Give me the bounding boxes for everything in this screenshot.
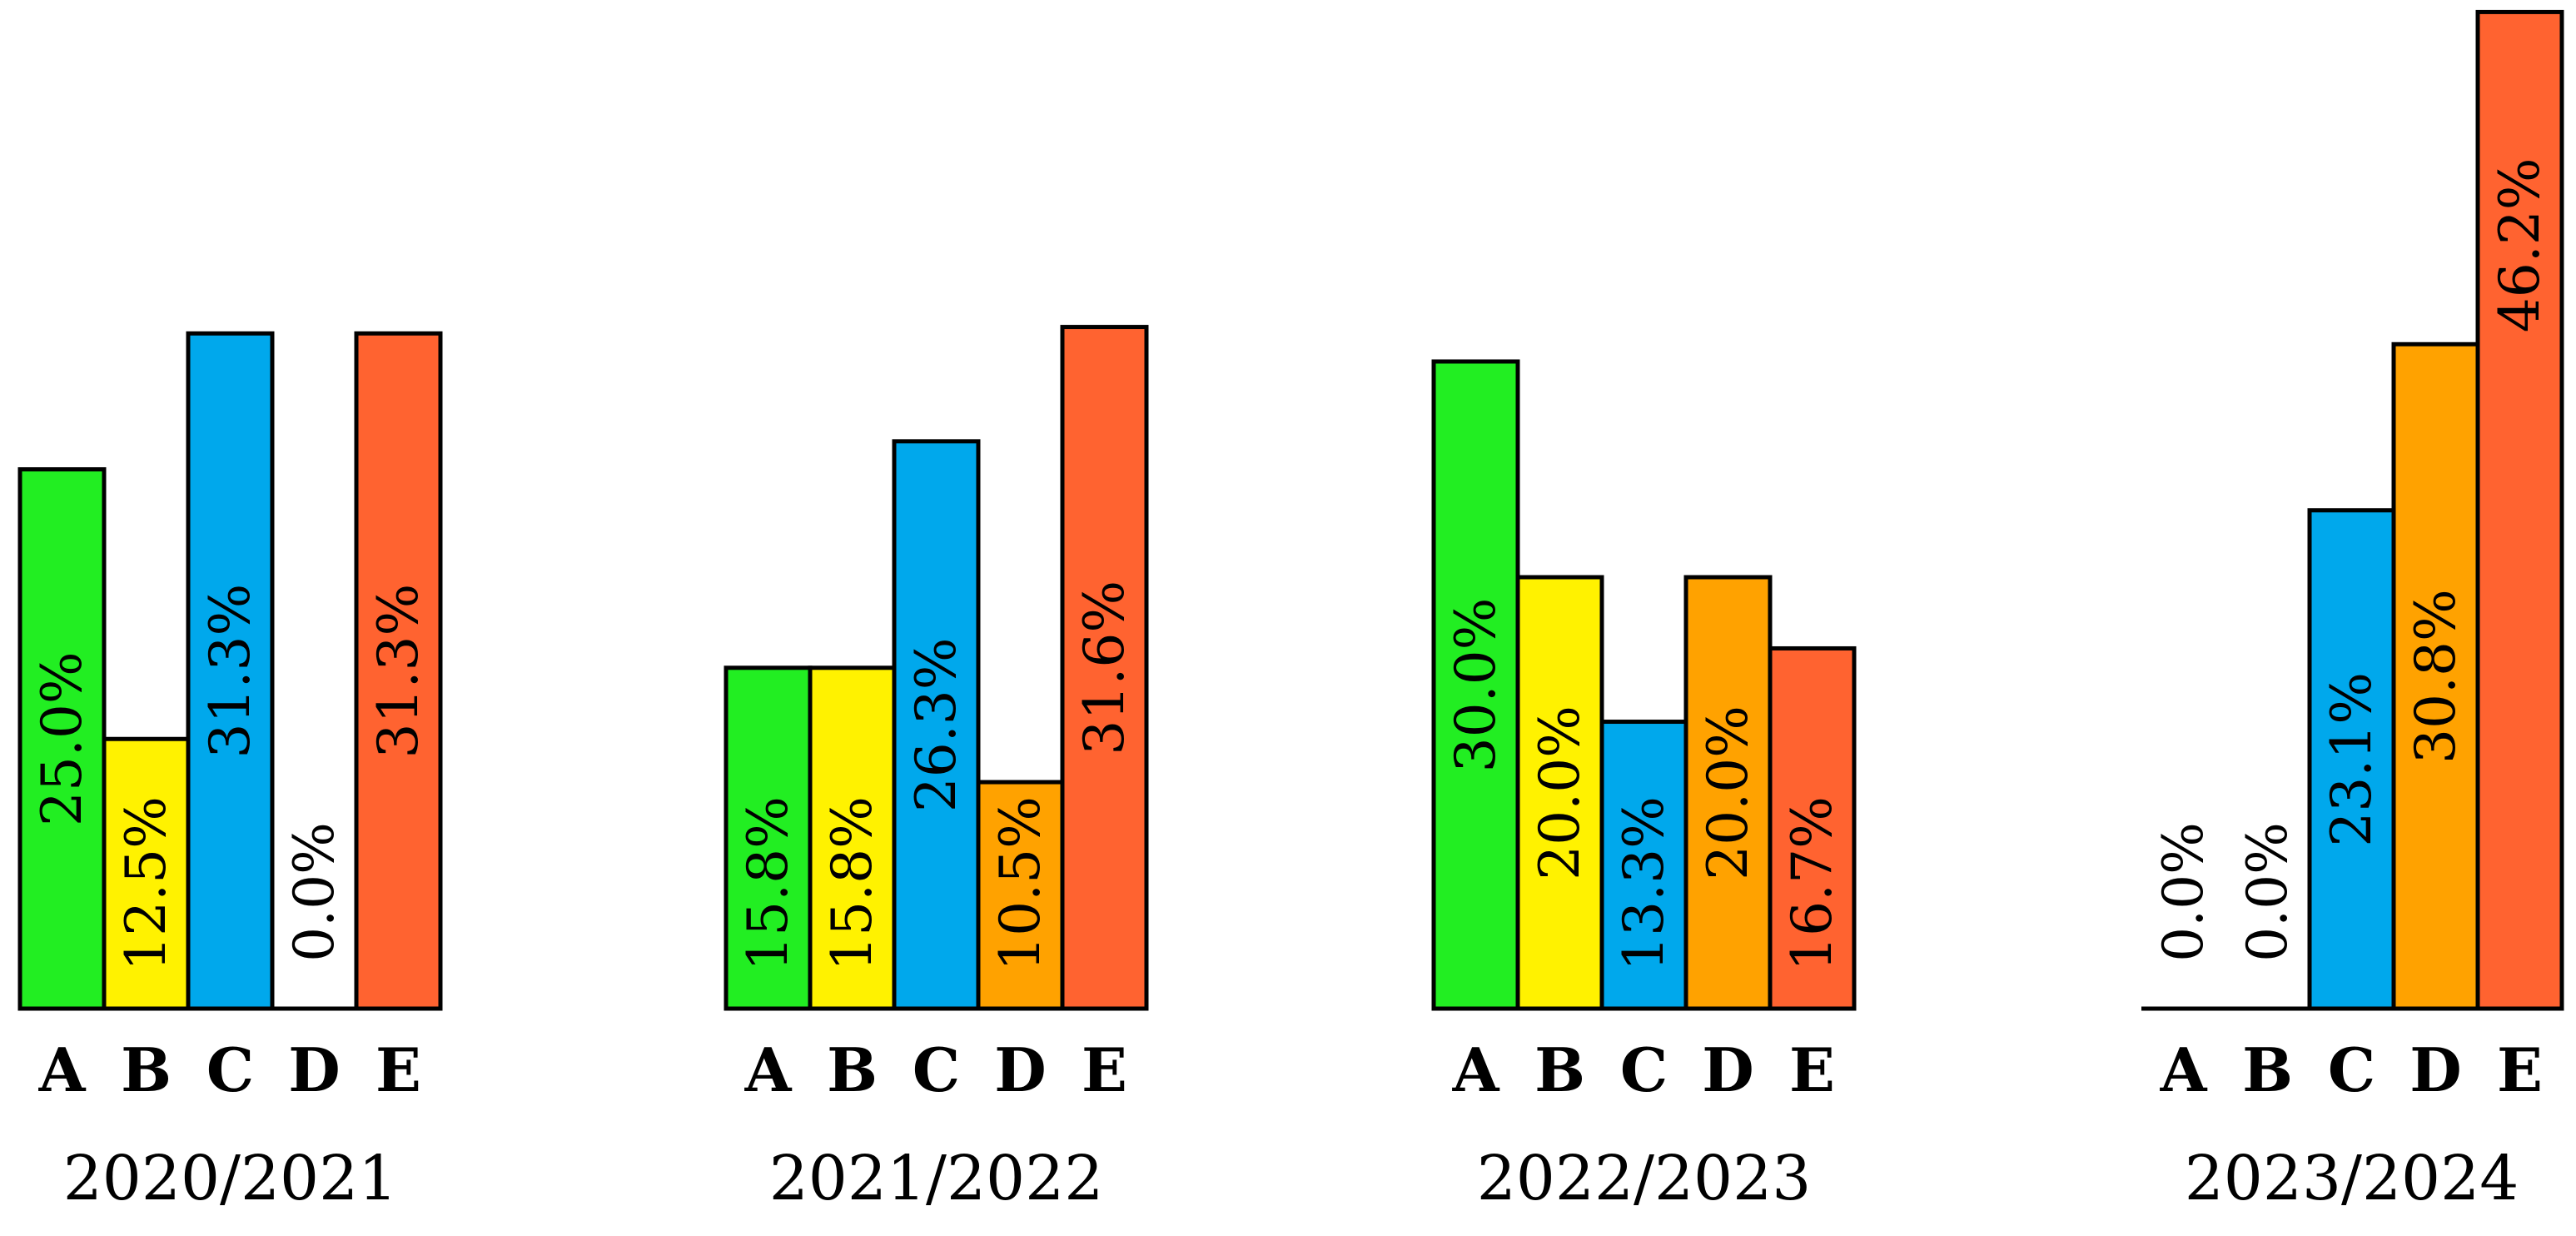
value-label-A-2022-2023: 30.0% (1444, 598, 1508, 773)
bar-group-2023-2024: 0.0% A 0.0% B 23.1% C 30.8% D 46.2% E 2023/2024 (2141, 9, 2564, 1214)
category-label-D-2021-2022: D (994, 1034, 1046, 1105)
bar-E-2023-2024 (2475, 9, 2564, 1011)
category-label-E-2023-2024: E (2497, 1034, 2543, 1105)
value-label-D-2021-2022: 10.5% (988, 796, 1052, 971)
value-label-B-2023-2024: 0.0% (2235, 822, 2300, 962)
bar-group-2021-2022: 15.8% A 15.8% B 26.3% C 10.5% D 31.6% E 2021/2022 (724, 325, 1149, 1214)
bar-group-2022-2023: 30.0% A 20.0% B 13.3% C 20.0% D 16.7% E 2022/2023 (1431, 359, 1857, 1214)
value-label-D-2022-2023: 20.0% (1696, 705, 1760, 880)
group-label-2020-2021: 2020/2021 (63, 1143, 398, 1214)
bar-D-2022-2023 (1683, 575, 1773, 1011)
bar-C-2021-2022 (892, 439, 981, 1011)
category-label-A-2023-2024: A (2160, 1034, 2208, 1105)
category-label-D-2020-2021: D (288, 1034, 340, 1105)
group-label-2021-2022: 2021/2022 (769, 1143, 1104, 1214)
category-label-D-2023-2024: D (2409, 1034, 2461, 1105)
value-label-B-2022-2023: 20.0% (1528, 705, 1592, 880)
category-label-B-2020-2021: B (121, 1034, 172, 1105)
value-label-C-2022-2023: 13.3% (1612, 796, 1676, 971)
value-label-C-2021-2022: 26.3% (904, 638, 968, 813)
category-label-E-2021-2022: E (1082, 1034, 1127, 1105)
category-label-A-2020-2021: A (38, 1034, 87, 1105)
value-label-B-2020-2021: 12.5% (114, 796, 178, 971)
group-label-2022-2023: 2022/2023 (1477, 1143, 1812, 1214)
group-label-2023-2024: 2023/2024 (2185, 1143, 2519, 1214)
category-label-B-2021-2022: B (827, 1034, 878, 1105)
category-label-A-2022-2023: A (1452, 1034, 1500, 1105)
bar-group-2020-2021: 25.0% A 12.5% B 31.3% C 0.0% D 31.3% E 2020/2021 (17, 331, 443, 1214)
value-label-E-2022-2023: 16.7% (1780, 796, 1844, 971)
category-label-B-2023-2024: B (2242, 1034, 2293, 1105)
bar-A-2020-2021 (17, 467, 107, 1011)
category-label-E-2020-2021: E (375, 1034, 421, 1105)
value-label-A-2023-2024: 0.0% (2151, 822, 2215, 962)
category-label-D-2022-2023: D (1702, 1034, 1753, 1105)
value-label-B-2021-2022: 15.8% (820, 796, 884, 971)
value-label-D-2023-2024: 30.8% (2404, 589, 2468, 764)
category-label-B-2022-2023: B (1534, 1034, 1585, 1105)
bar-C-2023-2024 (2307, 508, 2396, 1011)
value-label-E-2021-2022: 31.6% (1072, 581, 1136, 755)
bar-A-2022-2023 (1431, 359, 1520, 1011)
value-label-A-2021-2022: 15.8% (736, 796, 800, 971)
value-label-C-2023-2024: 23.1% (2320, 672, 2384, 847)
bar-B-2022-2023 (1515, 575, 1604, 1011)
bar-E-2021-2022 (1060, 325, 1149, 1011)
bar-C-2020-2021 (186, 331, 275, 1011)
category-label-C-2021-2022: C (913, 1034, 960, 1105)
bar-E-2022-2023 (1768, 645, 1857, 1011)
value-label-E-2020-2021: 31.3% (366, 584, 430, 759)
value-label-E-2023-2024: 46.2% (2488, 158, 2552, 333)
category-label-C-2022-2023: C (1620, 1034, 1668, 1105)
bar-B-2020-2021 (102, 736, 191, 1011)
category-label-A-2021-2022: A (744, 1034, 793, 1105)
value-label-A-2020-2021: 25.0% (30, 651, 94, 826)
category-label-C-2023-2024: C (2328, 1034, 2375, 1105)
value-label-C-2020-2021: 31.3% (198, 584, 262, 759)
value-label-D-2020-2021: 0.0% (282, 822, 346, 962)
bar-D-2023-2024 (2391, 341, 2480, 1011)
bar-E-2020-2021 (354, 331, 443, 1011)
category-label-E-2022-2023: E (1789, 1034, 1835, 1105)
category-label-C-2020-2021: C (206, 1034, 254, 1105)
